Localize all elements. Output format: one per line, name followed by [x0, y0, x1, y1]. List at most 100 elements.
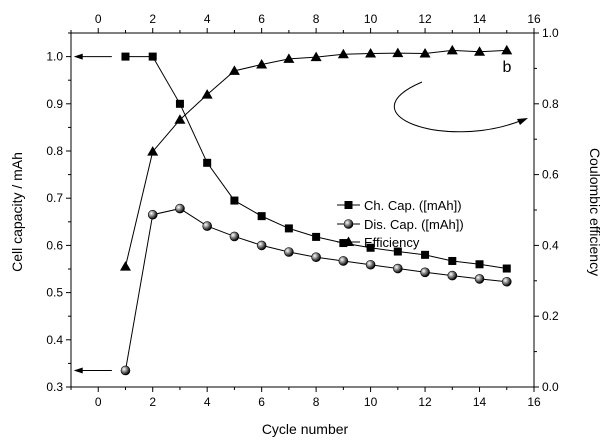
- y-left-tick-label: 0.5: [46, 286, 63, 300]
- data-point-sphere: [202, 221, 212, 231]
- annotations: [73, 53, 528, 374]
- data-point-triangle: [201, 89, 213, 99]
- data-point-square: [475, 260, 484, 269]
- y-right-tick-label: 1.0: [542, 26, 559, 40]
- x-tick-label-bottom: 4: [204, 395, 211, 409]
- data-point-sphere: [256, 240, 267, 251]
- x-tick-label-top: 0: [95, 12, 102, 26]
- x-tick-label-top: 16: [527, 12, 541, 26]
- x-tick-label-bottom: 2: [149, 395, 156, 409]
- y-right-tick-label: 0.6: [542, 168, 559, 182]
- legend-marker-sphere: [343, 219, 354, 229]
- x-tick-label-bottom: 6: [258, 395, 265, 409]
- x-axis-label: Cycle number: [262, 421, 349, 437]
- x-tick-label-bottom: 12: [418, 395, 432, 409]
- legend-label: Ch. Cap. ([mAh]): [364, 198, 462, 213]
- data-point-triangle: [446, 44, 458, 55]
- data-point-sphere: [175, 203, 185, 214]
- data-point-triangle: [310, 51, 322, 62]
- arrow-to-right-axis-head: [517, 118, 528, 125]
- x-tick-label-top: 2: [149, 12, 156, 26]
- data-point-triangle: [174, 114, 186, 124]
- y-right-tick-label: 0.0: [542, 380, 559, 394]
- y-axis-left-label: Cell capacity / mAh: [9, 152, 25, 272]
- arrow-to-right-axis: [393, 81, 521, 133]
- data-point-square: [339, 239, 348, 248]
- data-point-triangle: [501, 44, 513, 55]
- y-left-tick-label: 0.9: [46, 97, 63, 111]
- plot-frame: [70, 32, 535, 388]
- data-point-triangle: [147, 146, 159, 156]
- y-axis-right-label: Coulombic efficiency: [587, 148, 603, 276]
- data-point-sphere: [120, 365, 131, 376]
- data-point-triangle: [419, 48, 431, 58]
- data-point-triangle: [283, 53, 295, 63]
- x-tick-label-top: 14: [473, 12, 487, 26]
- y-right-tick-label: 0.4: [542, 238, 559, 252]
- data-point-square: [502, 264, 511, 273]
- y-left-tick-label: 0.8: [46, 144, 63, 158]
- x-tick-label-top: 6: [258, 12, 265, 26]
- data-point-sphere: [447, 270, 458, 281]
- data-point-square: [257, 212, 266, 221]
- x-tick-label-top: 10: [364, 12, 378, 26]
- data-point-sphere: [420, 267, 430, 278]
- x-tick-label-bottom: 16: [527, 395, 541, 409]
- y-left-tick-label: 1.0: [46, 50, 63, 64]
- legend: Ch. Cap. ([mAh]) Dis. Cap. ([mAh]) Efficie…: [337, 198, 464, 250]
- data-point-square: [366, 243, 375, 252]
- arrow-to-left-axis-bottom-head: [73, 367, 83, 374]
- legend-label: Dis. Cap. ([mAh]): [364, 217, 464, 232]
- x-tick-label-top: 8: [313, 12, 320, 26]
- y-left-tick-label: 0.6: [46, 238, 63, 252]
- plot-border: [70, 32, 535, 388]
- data-point-triangle: [256, 59, 268, 69]
- data-point-square: [230, 196, 239, 205]
- data-point-square: [421, 250, 430, 259]
- data-point-sphere: [147, 209, 158, 220]
- y-left-tick-label: 0.3: [46, 380, 63, 394]
- data-point-sphere: [311, 252, 321, 263]
- x-tick-label-bottom: 10: [364, 395, 378, 409]
- data-point-square: [203, 158, 212, 167]
- data-point-triangle: [365, 48, 377, 58]
- data-point-square: [284, 224, 293, 233]
- panel-label: b: [503, 59, 512, 76]
- data-point-square: [312, 232, 321, 241]
- data-point-square: [393, 247, 402, 256]
- series-line-sphere: [124, 208, 507, 371]
- data-point-triangle: [474, 46, 486, 56]
- x-tick-label-bottom: 8: [313, 395, 320, 409]
- arrow-to-left-axis-top-head: [73, 53, 83, 60]
- y-left-tick-label: 0.7: [46, 191, 63, 205]
- y-right-tick-label: 0.2: [542, 309, 559, 323]
- data-point-triangle: [119, 261, 131, 271]
- y-left-tick-label: 0.4: [46, 333, 63, 347]
- x-tick-label-bottom: 0: [95, 395, 102, 409]
- legend-marker-triangle: [343, 236, 354, 246]
- data-point-sphere: [501, 276, 512, 287]
- data-point-sphere: [365, 259, 376, 270]
- data-point-triangle: [337, 48, 349, 59]
- series-layer: [119, 44, 513, 376]
- data-point-square: [121, 52, 130, 61]
- data-point-triangle: [228, 65, 240, 75]
- data-point-square: [448, 256, 457, 265]
- y-right-tick-label: 0.8: [542, 97, 559, 111]
- data-point-sphere: [284, 247, 294, 257]
- data-point-sphere: [393, 263, 403, 274]
- data-point-square: [175, 99, 184, 108]
- data-point-sphere: [474, 274, 485, 284]
- x-tick-label-top: 12: [418, 12, 432, 26]
- data-point-sphere: [338, 256, 349, 266]
- legend-label: Efficiency: [364, 235, 420, 250]
- x-tick-label-top: 4: [204, 12, 211, 26]
- axis-labels: Cycle number Cell capacity / mAh Coulomb…: [9, 59, 603, 437]
- x-tick-label-bottom: 14: [473, 395, 487, 409]
- legend-marker-square: [344, 201, 353, 209]
- axis-ticks: 0 0 2 2 4 4 6 6 8 8 10 10 12 12 14 14 16 16 0.3 0.4 0.5 0.6 0.…: [46, 12, 559, 409]
- data-point-triangle: [392, 47, 404, 58]
- data-point-square: [148, 52, 157, 61]
- data-point-sphere: [229, 231, 240, 242]
